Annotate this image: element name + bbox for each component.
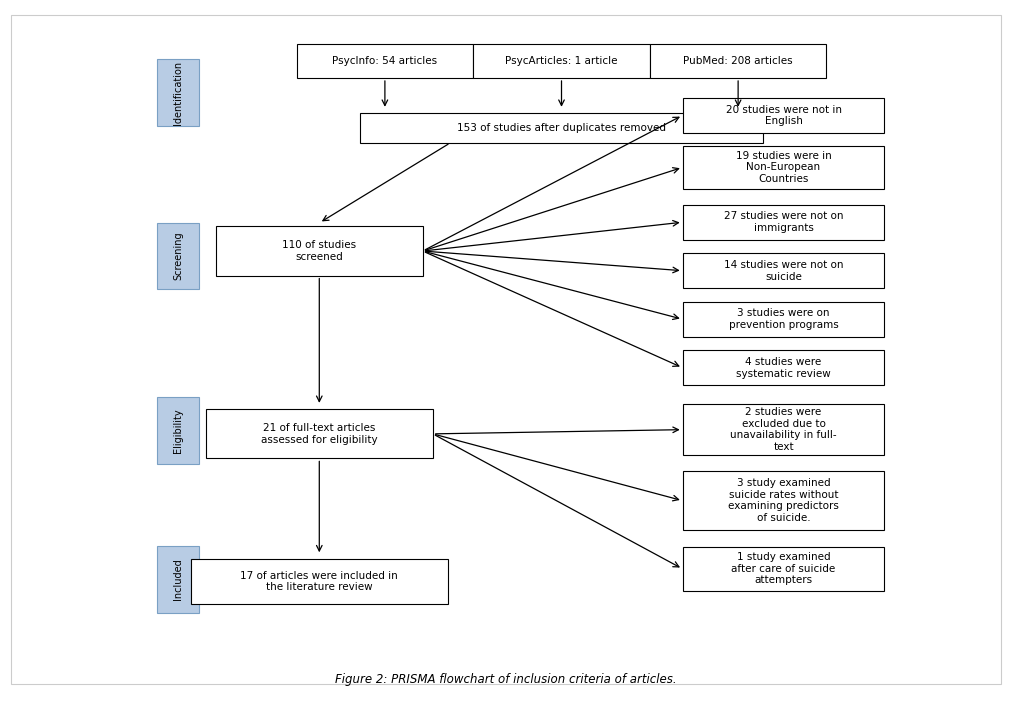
Text: 20 studies were not in
English: 20 studies were not in English <box>725 104 841 126</box>
Text: 3 study examined
suicide rates without
examining predictors
of suicide.: 3 study examined suicide rates without e… <box>727 478 838 523</box>
FancyBboxPatch shape <box>682 301 884 337</box>
Text: 3 studies were on
prevention programs: 3 studies were on prevention programs <box>728 309 837 330</box>
FancyBboxPatch shape <box>682 145 884 189</box>
Text: 153 of studies after duplicates removed: 153 of studies after duplicates removed <box>457 123 665 133</box>
Text: 17 of articles were included in
the literature review: 17 of articles were included in the lite… <box>241 570 397 592</box>
FancyBboxPatch shape <box>157 222 199 289</box>
FancyBboxPatch shape <box>11 16 1000 683</box>
FancyBboxPatch shape <box>157 546 199 613</box>
Text: 27 studies were not on
immigrants: 27 studies were not on immigrants <box>723 211 842 233</box>
FancyBboxPatch shape <box>682 547 884 591</box>
Text: 21 of full-text articles
assessed for eligibility: 21 of full-text articles assessed for el… <box>261 423 377 445</box>
Text: Screening: Screening <box>173 232 183 280</box>
Text: PsycInfo: 54 articles: PsycInfo: 54 articles <box>332 56 437 66</box>
Text: Figure 2: PRISMA flowchart of inclusion criteria of articles.: Figure 2: PRISMA flowchart of inclusion … <box>335 674 676 686</box>
FancyBboxPatch shape <box>157 59 199 126</box>
Text: 110 of studies
screened: 110 of studies screened <box>282 240 356 262</box>
Text: Included: Included <box>173 558 183 600</box>
Text: PsycArticles: 1 article: PsycArticles: 1 article <box>504 56 617 66</box>
Text: 19 studies were in
Non-European
Countries: 19 studies were in Non-European Countrie… <box>735 151 831 184</box>
Text: 1 study examined
after care of suicide
attempters: 1 study examined after care of suicide a… <box>731 552 835 585</box>
FancyBboxPatch shape <box>682 350 884 385</box>
Text: Eligibility: Eligibility <box>173 408 183 453</box>
FancyBboxPatch shape <box>682 205 884 240</box>
FancyBboxPatch shape <box>682 253 884 288</box>
Text: 14 studies were not on
suicide: 14 studies were not on suicide <box>723 260 842 282</box>
FancyBboxPatch shape <box>682 405 884 455</box>
FancyBboxPatch shape <box>682 97 884 133</box>
FancyBboxPatch shape <box>190 558 448 604</box>
Text: 2 studies were
excluded due to
unavailability in full-
text: 2 studies were excluded due to unavailab… <box>730 407 836 452</box>
Text: Identification: Identification <box>173 61 183 125</box>
FancyBboxPatch shape <box>682 471 884 530</box>
FancyBboxPatch shape <box>473 44 649 78</box>
FancyBboxPatch shape <box>296 44 473 78</box>
FancyBboxPatch shape <box>215 227 423 275</box>
FancyBboxPatch shape <box>649 44 826 78</box>
Text: PubMed: 208 articles: PubMed: 208 articles <box>682 56 793 66</box>
FancyBboxPatch shape <box>205 409 433 458</box>
Text: 4 studies were
systematic review: 4 studies were systematic review <box>735 357 830 378</box>
FancyBboxPatch shape <box>359 113 762 143</box>
FancyBboxPatch shape <box>157 397 199 464</box>
